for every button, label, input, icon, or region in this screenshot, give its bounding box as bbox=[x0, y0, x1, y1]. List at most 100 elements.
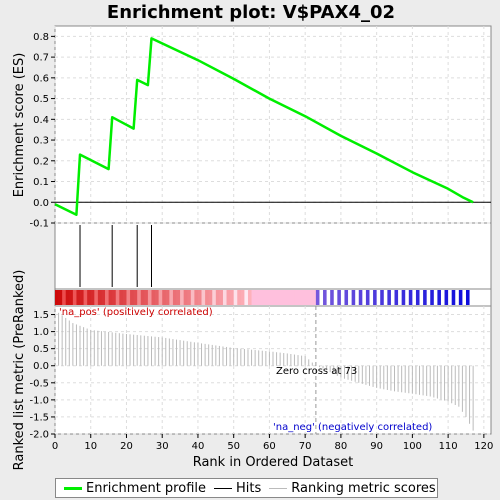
rank-colorbar-cell bbox=[55, 290, 59, 305]
rank-colorbar-cell bbox=[387, 290, 392, 305]
rank-colorbar-cell bbox=[165, 290, 170, 305]
rank-colorbar-cell bbox=[90, 290, 95, 305]
legend-hits: Hits bbox=[214, 481, 261, 496]
rank-colorbar-cell bbox=[462, 290, 467, 305]
rank-colorbar-cell bbox=[151, 290, 156, 305]
rank-colorbar-cell bbox=[255, 290, 260, 305]
rank-colorbar-cell bbox=[194, 290, 199, 305]
es-line bbox=[54, 37, 474, 216]
x-tick-label: 90 bbox=[370, 441, 383, 452]
rank-colorbar-cell bbox=[144, 290, 149, 305]
rank-colorbar-cell bbox=[112, 290, 117, 305]
rank-colorbar-cell bbox=[94, 290, 99, 305]
rank-colorbar-cell bbox=[415, 290, 420, 305]
rank-colorbar-cell bbox=[412, 290, 417, 305]
rank-colorbar-cell bbox=[58, 290, 63, 305]
rank-colorbar-cell bbox=[205, 290, 210, 305]
es-y-tick-label: 0.4 bbox=[33, 115, 49, 126]
rank-colorbar-cell bbox=[373, 290, 378, 305]
ranking-metric-bars bbox=[58, 306, 474, 434]
metric-y-tick-label: 0.0 bbox=[33, 361, 49, 372]
es-y-tick-label: 0.3 bbox=[33, 136, 49, 147]
rank-colorbar-cell bbox=[76, 290, 81, 305]
rank-colorbar-cell bbox=[451, 290, 456, 305]
rank-colorbar-cell bbox=[65, 290, 70, 305]
es-y-tick-label: 0.7 bbox=[33, 53, 49, 64]
rank-colorbar-cell bbox=[312, 290, 317, 305]
rank-colorbar-cell bbox=[358, 290, 363, 305]
rank-colorbar-cell bbox=[190, 290, 195, 305]
rank-colorbar-cell bbox=[183, 290, 188, 305]
rank-colorbar-cell bbox=[290, 290, 295, 305]
legend-es-line-icon bbox=[64, 486, 82, 490]
rank-colorbar-cell bbox=[401, 290, 406, 305]
rank-colorbar-cell bbox=[258, 290, 263, 305]
rank-colorbar-cell bbox=[308, 290, 313, 305]
rank-colorbar-cell bbox=[398, 290, 403, 305]
rank-colorbar-cell bbox=[433, 290, 438, 305]
metric-panel bbox=[54, 305, 492, 435]
rank-colorbar-cell bbox=[344, 290, 349, 305]
rank-colorbar-cell bbox=[115, 290, 120, 305]
rank-colorbar-cell bbox=[326, 290, 331, 305]
rank-colorbar-cell bbox=[137, 290, 142, 305]
es-y-tick-label: 0.0 bbox=[33, 198, 49, 209]
x-tick-label: 40 bbox=[192, 441, 205, 452]
x-tick-label: 10 bbox=[84, 441, 97, 452]
rank-colorbar-cell bbox=[140, 290, 145, 305]
x-tick-label: 120 bbox=[474, 441, 493, 452]
rank-colorbar-cell bbox=[394, 290, 399, 305]
metric-y-tick-label: -0.5 bbox=[29, 378, 49, 389]
rank-colorbar-cell bbox=[105, 290, 110, 305]
rank-colorbar-cell bbox=[362, 290, 367, 305]
rank-colorbar-cell bbox=[230, 290, 235, 305]
rank-colorbar-cell bbox=[337, 290, 342, 305]
rank-colorbar-cell bbox=[444, 290, 449, 305]
rank-colorbar-cell bbox=[244, 290, 249, 305]
rank-colorbar-cell bbox=[458, 290, 463, 305]
rank-colorbar-cell bbox=[333, 290, 338, 305]
rank-colorbar-cell bbox=[62, 290, 67, 305]
x-tick-label: 20 bbox=[120, 441, 133, 452]
rank-colorbar-cell bbox=[147, 290, 152, 305]
x-axis-label: Rank in Ordered Dataset bbox=[193, 455, 354, 470]
rank-colorbar-cell bbox=[158, 290, 163, 305]
es-y-tick-label: 0.5 bbox=[33, 94, 49, 105]
x-ticks: 0 10 20 30 40 50 60 70 80 90 100 110 120 bbox=[52, 434, 493, 452]
rank-colorbar-cell bbox=[298, 290, 302, 305]
neg-label: 'na_neg' (negatively correlated) bbox=[273, 422, 432, 433]
rank-colorbar-cell bbox=[269, 290, 274, 305]
rank-colorbar-cell bbox=[212, 290, 217, 305]
rank-colorbar-cell bbox=[108, 290, 113, 305]
rank-colorbar-cell bbox=[380, 290, 385, 305]
rank-colorbar-cell bbox=[133, 290, 138, 305]
es-y-tick-label: -0.1 bbox=[29, 219, 49, 230]
legend-hits-line-icon bbox=[214, 487, 232, 489]
rank-colorbar-cell bbox=[423, 290, 428, 305]
rank-colorbar-cell bbox=[251, 290, 256, 305]
rank-colorbar-cell bbox=[97, 290, 102, 305]
es-gridlines bbox=[54, 26, 491, 224]
rank-colorbar-cell bbox=[215, 290, 220, 305]
rank-colorbar-cell bbox=[390, 290, 395, 305]
rank-colorbar-cell bbox=[330, 290, 335, 305]
rank-colorbar-cell bbox=[355, 290, 360, 305]
rank-colorbar-cell bbox=[319, 290, 324, 305]
rank-colorbar-cell bbox=[305, 290, 310, 305]
rank-colorbar-cell bbox=[80, 290, 84, 305]
x-tick-label: 110 bbox=[439, 441, 458, 452]
x-tick-label: 60 bbox=[263, 441, 276, 452]
rank-colorbar-cell bbox=[369, 290, 374, 305]
rank-colorbar-cell bbox=[287, 290, 292, 305]
rank-colorbar-cell bbox=[219, 290, 224, 305]
rank-colorbar-cell bbox=[162, 290, 167, 305]
rank-colorbar-cell bbox=[365, 290, 370, 305]
rank-colorbar-cell bbox=[301, 290, 306, 305]
legend-es: Enrichment profile bbox=[64, 481, 206, 496]
rank-colorbar-cell bbox=[273, 290, 277, 305]
rank-colorbar-cell bbox=[351, 290, 356, 305]
legend-hits-label: Hits bbox=[236, 480, 262, 496]
rank-colorbar-cell bbox=[208, 290, 213, 305]
rank-colorbar-cell bbox=[187, 290, 192, 305]
rank-colorbar-cell bbox=[348, 290, 353, 305]
